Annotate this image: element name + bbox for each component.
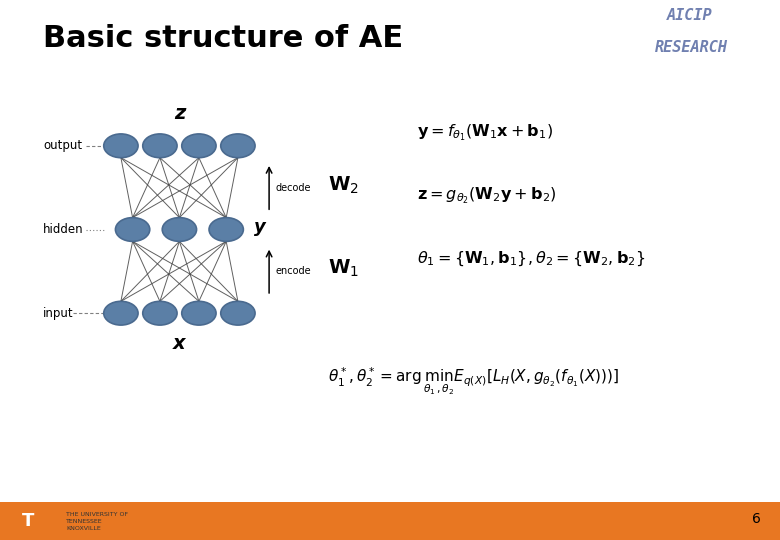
Text: output: output (43, 139, 82, 152)
Text: encode: encode (275, 266, 311, 276)
Circle shape (115, 218, 150, 241)
Text: $\theta_1^*, \theta_2^* = \arg\min_{\theta_1, \theta_2} E_{q(X)}[L_H(X, g_{\thet: $\theta_1^*, \theta_2^* = \arg\min_{\the… (328, 365, 619, 396)
Bar (0, 502, 780, 540)
Text: y: y (254, 218, 266, 236)
Text: hidden: hidden (43, 223, 83, 236)
Text: $\mathbf{W}_1$: $\mathbf{W}_1$ (328, 258, 359, 279)
Text: x: x (173, 334, 186, 354)
Text: $\mathbf{y} = f_{\theta_1}(\mathbf{W}_1\mathbf{x} + \mathbf{b}_1)$: $\mathbf{y} = f_{\theta_1}(\mathbf{W}_1\… (417, 122, 553, 143)
Text: $\theta_1 = \{\mathbf{W}_1, \mathbf{b}_1\}, \theta_2 = \{\mathbf{W}_2, \mathbf{b: $\theta_1 = \{\mathbf{W}_1, \mathbf{b}_1… (417, 250, 646, 268)
Circle shape (209, 218, 243, 241)
Text: AICIP: AICIP (667, 8, 712, 23)
Bar (9, 506, 47, 536)
Circle shape (143, 301, 177, 325)
Text: input: input (43, 307, 73, 320)
Text: z: z (174, 104, 185, 123)
Text: Basic structure of AE: Basic structure of AE (43, 24, 403, 53)
Text: $\mathbf{W}_2$: $\mathbf{W}_2$ (328, 174, 359, 195)
Circle shape (182, 301, 216, 325)
Text: $\mathbf{z} = g_{\theta_2}(\mathbf{W}_2\mathbf{y} + \mathbf{b}_2)$: $\mathbf{z} = g_{\theta_2}(\mathbf{W}_2\… (417, 185, 557, 206)
Text: THE UNIVERSITY OF
TENNESSEE
KNOXVILLE: THE UNIVERSITY OF TENNESSEE KNOXVILLE (66, 511, 129, 531)
Circle shape (104, 301, 138, 325)
Text: RESEARCH: RESEARCH (655, 40, 729, 56)
Text: 6: 6 (752, 512, 760, 526)
Circle shape (143, 134, 177, 158)
Circle shape (182, 134, 216, 158)
Circle shape (221, 134, 255, 158)
Circle shape (104, 134, 138, 158)
Text: decode: decode (275, 183, 311, 193)
Text: T: T (22, 511, 34, 530)
Circle shape (162, 218, 197, 241)
Circle shape (221, 301, 255, 325)
